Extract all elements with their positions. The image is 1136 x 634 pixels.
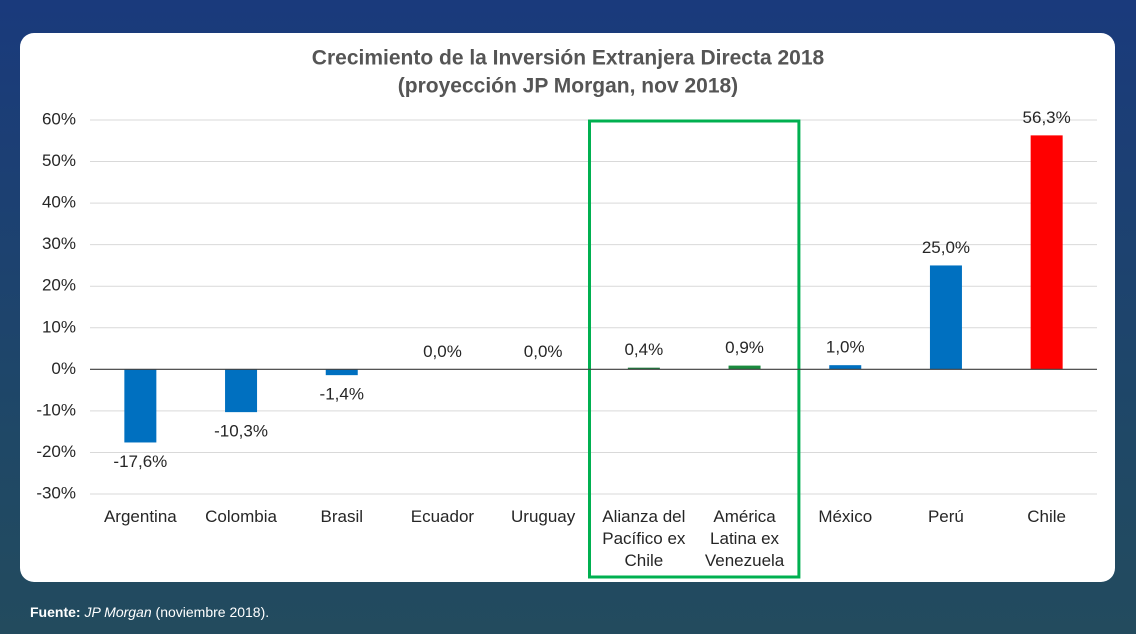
source-name: JP Morgan: [84, 604, 152, 620]
value-label: 56,3%: [1023, 108, 1071, 127]
chart-title: Crecimiento de la Inversión Extranjera D…: [312, 47, 825, 70]
value-label: 1,0%: [826, 338, 865, 357]
x-tick-label: Ecuador: [410, 507, 475, 526]
value-label: -17,6%: [113, 452, 167, 471]
x-tick-label: Brasil: [320, 507, 363, 526]
source: Fuente: JP Morgan (noviembre 2018).: [30, 604, 269, 620]
x-tick-label: Uruguay: [511, 507, 576, 526]
bar: [829, 365, 862, 370]
y-tick-label: -30%: [36, 483, 76, 502]
x-tick-label: Perú: [927, 507, 964, 526]
bar: [225, 369, 258, 413]
y-tick-label: 20%: [42, 276, 76, 295]
bar: [627, 367, 660, 370]
x-tick-label: Alianza del Pacífico ex Chile: [602, 507, 686, 570]
value-label: -1,4%: [320, 385, 364, 404]
x-tick-label: Chile: [1027, 507, 1067, 526]
bar: [728, 365, 761, 370]
value-label: 0,0%: [524, 342, 563, 361]
y-tick-label: 0%: [51, 359, 76, 378]
y-tick-label: 10%: [42, 317, 76, 336]
bar: [124, 369, 157, 443]
x-tick-label: Colombia: [205, 507, 277, 526]
source-label: Fuente:: [30, 604, 81, 620]
value-label: -10,3%: [214, 422, 268, 441]
y-tick-label: 50%: [42, 151, 76, 170]
value-label: 25,0%: [922, 238, 970, 257]
bar: [929, 265, 962, 370]
y-tick-label: -20%: [36, 442, 76, 461]
chart-subtitle: (proyección JP Morgan, nov 2018): [398, 75, 738, 98]
x-tick-label: México: [818, 507, 873, 526]
bar: [1030, 135, 1063, 370]
highlight-box: [588, 119, 801, 579]
y-tick-label: -10%: [36, 400, 76, 419]
y-tick-label: 30%: [42, 234, 76, 253]
value-label: 0,9%: [725, 338, 764, 357]
x-tick-label: Argentina: [103, 507, 177, 526]
panel: [20, 33, 1115, 582]
x-tick-label: América Latina ex Venezuela: [704, 507, 785, 570]
bar: [325, 369, 358, 376]
y-tick-label: 60%: [42, 109, 76, 128]
value-label: 0,4%: [624, 340, 663, 359]
source-rest: (noviembre 2018).: [155, 604, 270, 620]
y-tick-label: 40%: [42, 193, 76, 212]
value-label: 0,0%: [423, 342, 462, 361]
